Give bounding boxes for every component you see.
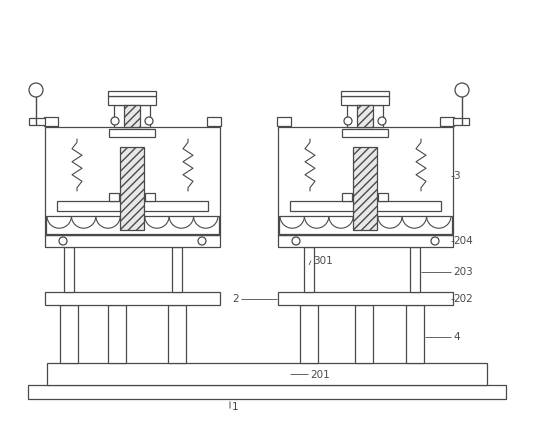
Bar — [353, 147, 377, 230]
Circle shape — [292, 237, 300, 245]
Bar — [145, 193, 155, 201]
Bar — [410, 247, 420, 292]
Bar — [108, 91, 156, 96]
Bar — [279, 216, 452, 234]
Bar — [44, 117, 58, 126]
Bar — [357, 105, 373, 127]
Bar — [172, 247, 182, 292]
Bar — [114, 105, 150, 127]
Bar — [109, 193, 119, 201]
Text: 2: 2 — [232, 293, 239, 304]
Bar — [124, 105, 140, 127]
Circle shape — [431, 237, 439, 245]
Circle shape — [59, 237, 67, 245]
Bar — [342, 129, 388, 137]
Bar — [290, 201, 441, 211]
Bar — [207, 117, 221, 126]
Circle shape — [29, 83, 43, 97]
Bar — [108, 305, 126, 363]
Bar — [57, 201, 208, 211]
Text: 4: 4 — [453, 332, 460, 342]
Circle shape — [344, 117, 352, 125]
Bar — [278, 292, 453, 305]
Circle shape — [455, 83, 469, 97]
Bar — [406, 305, 424, 363]
Bar — [64, 247, 74, 292]
Bar — [341, 96, 389, 105]
Bar — [108, 96, 156, 105]
Bar — [46, 216, 219, 234]
Bar — [342, 193, 352, 201]
Bar — [29, 118, 45, 125]
Text: 3: 3 — [453, 171, 460, 181]
Text: 201: 201 — [310, 370, 330, 380]
Text: 203: 203 — [453, 267, 473, 277]
Text: 204: 204 — [453, 236, 473, 246]
Bar — [45, 127, 220, 235]
Bar — [304, 247, 314, 292]
Bar — [28, 385, 506, 399]
Bar — [168, 305, 186, 363]
Bar — [278, 127, 453, 235]
Bar — [45, 235, 220, 247]
Bar — [300, 305, 318, 363]
Text: 301: 301 — [313, 256, 333, 266]
Bar — [440, 117, 454, 126]
Text: 1: 1 — [232, 402, 239, 412]
Bar — [378, 193, 388, 201]
Bar — [278, 235, 453, 247]
Bar — [453, 118, 469, 125]
Bar — [277, 117, 291, 126]
Bar — [47, 363, 487, 385]
Circle shape — [378, 117, 386, 125]
Circle shape — [111, 117, 119, 125]
Bar — [45, 292, 220, 305]
Text: 202: 202 — [453, 293, 473, 304]
Bar — [347, 105, 383, 127]
Bar — [355, 305, 373, 363]
Circle shape — [145, 117, 153, 125]
Bar — [60, 305, 78, 363]
Bar — [109, 129, 155, 137]
Bar — [341, 91, 389, 96]
Bar — [120, 147, 144, 230]
Circle shape — [198, 237, 206, 245]
